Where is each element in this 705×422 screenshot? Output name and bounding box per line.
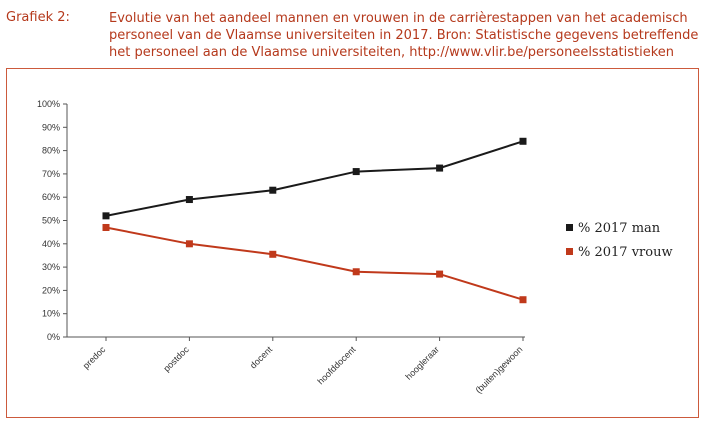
data-point-man xyxy=(352,168,360,176)
data-point-vrouw xyxy=(519,296,527,304)
legend-swatch-vrouw xyxy=(566,248,573,255)
data-point-man xyxy=(269,186,277,194)
series-line-man xyxy=(105,140,524,217)
x-tick-label: predoc xyxy=(81,344,108,371)
x-tick-label: (buiten)gewoon xyxy=(473,344,524,395)
legend-label-vrouw: % 2017 vrouw xyxy=(578,245,673,260)
figure-caption: Evolutie van het aandeel mannen en vrouw… xyxy=(109,10,701,61)
x-tick-label: hoofddocent xyxy=(316,344,358,386)
caption-line-1: Evolutie van het aandeel mannen en vrouw… xyxy=(109,11,688,26)
data-point-vrouw xyxy=(269,250,277,258)
caption-line-2: personeel van de Vlaamse universiteiten … xyxy=(109,28,699,43)
caption-line-3: het personeel aan de Vlaamse universitei… xyxy=(109,45,675,60)
x-tick-label: hoogleraar xyxy=(404,344,442,382)
data-point-vrouw xyxy=(352,268,360,276)
legend-swatch-man xyxy=(566,224,573,231)
series-line-vrouw xyxy=(105,226,524,301)
legend-label-man: % 2017 man xyxy=(578,221,661,236)
y-tick-label: 0% xyxy=(47,332,60,342)
y-tick-label: 20% xyxy=(42,285,60,295)
y-tick-label: 90% xyxy=(42,122,60,132)
chart-frame xyxy=(6,68,699,418)
data-point-man xyxy=(185,196,193,204)
data-point-vrouw xyxy=(102,223,110,231)
data-point-man xyxy=(436,164,444,172)
data-point-man xyxy=(519,137,527,145)
y-tick-label: 30% xyxy=(42,262,60,272)
y-tick-label: 80% xyxy=(42,146,60,156)
y-tick-label: 50% xyxy=(42,216,60,226)
figure-label: Grafiek 2: xyxy=(6,10,70,25)
data-point-man xyxy=(102,212,110,220)
y-tick-label: 40% xyxy=(42,239,60,249)
y-tick-label: 100% xyxy=(37,99,60,109)
x-tick-label: postdoc xyxy=(161,344,191,374)
data-point-vrouw xyxy=(436,270,444,278)
y-tick-label: 60% xyxy=(42,192,60,202)
y-tick-label: 10% xyxy=(42,309,60,319)
data-point-vrouw xyxy=(185,240,193,248)
y-tick-label: 70% xyxy=(42,169,60,179)
x-tick-label: docent xyxy=(248,344,275,371)
